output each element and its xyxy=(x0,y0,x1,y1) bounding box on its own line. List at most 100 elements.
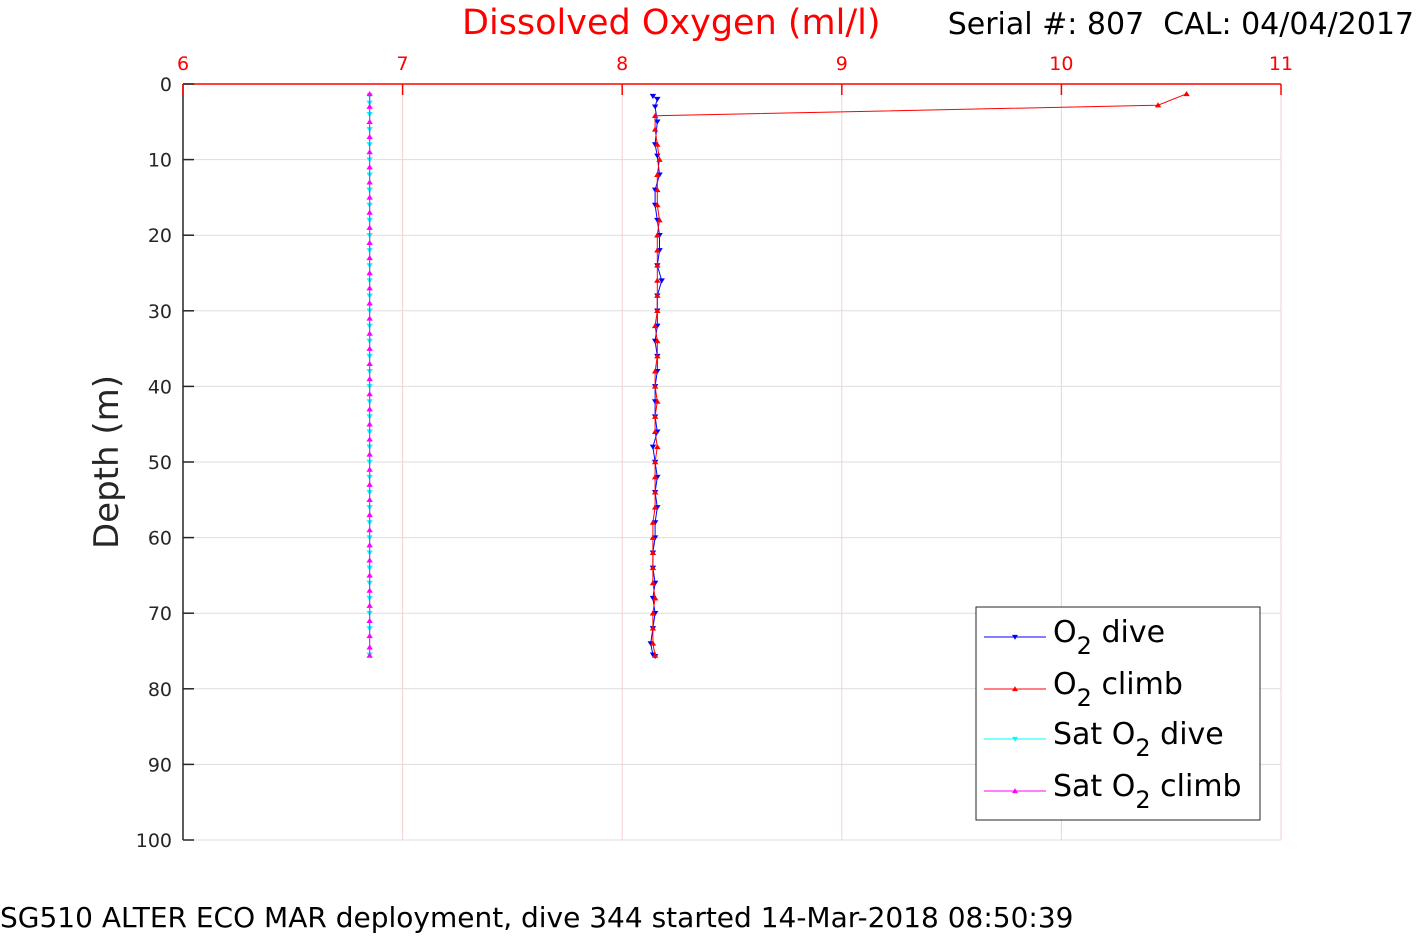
data-point xyxy=(649,93,657,99)
data-point xyxy=(1183,90,1190,97)
data-point xyxy=(654,444,661,450)
legend-swatch-marker xyxy=(1012,634,1018,640)
data-point xyxy=(366,209,373,215)
data-point xyxy=(649,534,657,540)
data-point xyxy=(366,617,373,623)
legend-item: O2 dive xyxy=(984,615,1165,660)
data-point xyxy=(366,194,373,200)
y-tick-label: 0 xyxy=(160,74,172,96)
series-sat-o2-climb xyxy=(366,90,373,658)
data-point xyxy=(658,278,665,284)
data-point xyxy=(366,527,373,533)
data-point xyxy=(651,428,659,434)
data-point xyxy=(651,112,659,118)
legend-swatch-marker xyxy=(1012,736,1018,742)
legend-label-subscript: 2 xyxy=(1135,786,1150,814)
y-tick-label: 30 xyxy=(148,301,172,323)
legend-label-prefix: Sat O xyxy=(1053,769,1135,804)
legend-label: Sat O2 climb xyxy=(1053,769,1242,814)
legend-label-suffix: climb xyxy=(1092,667,1183,702)
legend-label-subscript: 2 xyxy=(1077,632,1092,660)
data-point xyxy=(654,398,661,404)
y-tick-label: 40 xyxy=(148,376,172,398)
data-point xyxy=(651,489,659,495)
data-point xyxy=(654,338,661,344)
data-point xyxy=(366,330,373,336)
data-point xyxy=(366,345,373,351)
legend-item: Sat O2 climb xyxy=(984,769,1242,814)
y-axis-label: Depth (m) xyxy=(87,375,127,549)
series-line xyxy=(650,95,663,657)
data-point xyxy=(366,481,373,487)
data-point xyxy=(654,307,661,314)
data-point xyxy=(366,179,373,185)
data-point xyxy=(366,391,373,397)
data-point xyxy=(651,383,659,389)
y-tick-label: 70 xyxy=(148,603,172,625)
data-point xyxy=(366,360,373,366)
data-point xyxy=(649,625,657,631)
chart-subtitle: Serial #: 807 CAL: 04/04/2017 xyxy=(948,7,1414,42)
y-tick-label: 20 xyxy=(148,225,172,247)
data-point xyxy=(651,368,659,374)
data-point xyxy=(366,451,373,457)
series-line xyxy=(652,93,1187,656)
caption: SG510 ALTER ECO MAR deployment, dive 344… xyxy=(0,901,1074,934)
data-point xyxy=(651,323,659,329)
data-point xyxy=(366,285,373,291)
data-point xyxy=(654,202,661,208)
data-point xyxy=(651,474,659,480)
data-point xyxy=(649,580,657,586)
series-o2-climb xyxy=(649,90,1190,658)
data-point xyxy=(366,406,373,412)
data-point xyxy=(366,270,373,276)
data-point xyxy=(366,224,373,230)
data-point xyxy=(1154,102,1162,108)
data-point xyxy=(366,118,373,125)
y-tick-label: 60 xyxy=(148,528,172,550)
ticks: 0 10 20 30 40 50 60 70 80 90 100 6 7 8 9 10 11 xyxy=(136,53,1293,852)
legend-label: O2 dive xyxy=(1053,615,1165,660)
data-point xyxy=(649,640,657,646)
y-tick-label: 80 xyxy=(148,679,172,701)
legend-label-suffix: climb xyxy=(1151,769,1242,804)
legend-label-prefix: Sat O xyxy=(1053,717,1135,752)
data-point xyxy=(651,652,659,658)
legend-label: Sat O2 dive xyxy=(1053,717,1224,762)
legend-label-subscript: 2 xyxy=(1077,684,1092,712)
data-point xyxy=(366,557,373,563)
data-point xyxy=(649,519,657,525)
data-point xyxy=(651,595,659,601)
data-point xyxy=(656,217,663,223)
data-point xyxy=(651,104,659,110)
legend-item: Sat O2 dive xyxy=(984,717,1224,762)
data-point xyxy=(654,171,661,177)
y-tick-label: 100 xyxy=(136,830,172,852)
legend-label-suffix: dive xyxy=(1151,717,1224,752)
data-point xyxy=(654,232,661,238)
chart-title: Dissolved Oxygen (ml/l) xyxy=(462,3,881,43)
series xyxy=(366,90,1190,660)
data-point xyxy=(654,96,661,102)
data-point xyxy=(654,277,661,283)
data-point xyxy=(366,90,373,97)
x-tick-label: 6 xyxy=(177,53,189,75)
data-point xyxy=(366,164,373,170)
y-tick-label: 10 xyxy=(148,150,172,172)
data-point xyxy=(366,572,373,578)
legend-label-prefix: O xyxy=(1053,667,1077,702)
data-point xyxy=(366,103,373,109)
data-point xyxy=(366,512,373,518)
data-point xyxy=(651,126,659,132)
data-point xyxy=(651,459,659,465)
data-point xyxy=(366,239,373,245)
data-point xyxy=(366,466,373,472)
data-point xyxy=(366,602,373,608)
data-point xyxy=(654,119,661,125)
data-point xyxy=(366,644,373,650)
data-point xyxy=(366,300,373,306)
data-point xyxy=(654,262,661,268)
data-point xyxy=(366,255,373,261)
data-point xyxy=(649,549,657,555)
